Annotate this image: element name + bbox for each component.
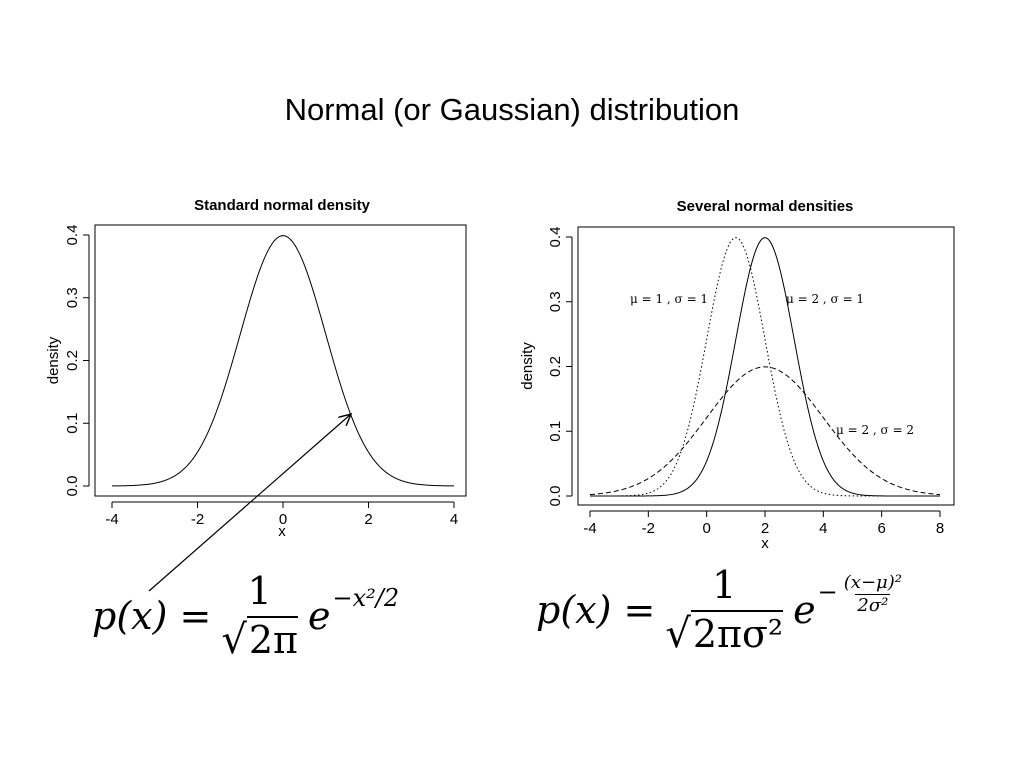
y-tick-label: 0.0 [547, 486, 564, 507]
formula-exp-numerator: (x−μ)² [843, 571, 902, 593]
formula-exponent: −x²/2 [332, 584, 400, 612]
formula-numerator: 1 [712, 563, 737, 607]
density-curve-series-2 [590, 237, 940, 497]
radical-sign: √ [665, 611, 691, 657]
x-tick-label: -2 [191, 511, 204, 528]
x-tick-label: 2 [761, 520, 769, 537]
y-tick-label: 0.0 [64, 476, 81, 497]
density-curve-series-3 [589, 366, 941, 496]
chart-title: Several normal densities [677, 198, 854, 215]
radical-sign: √ [221, 617, 247, 663]
x-tick-label: 6 [877, 520, 885, 537]
plot-frame [577, 226, 955, 506]
density-curve-series-1 [111, 235, 455, 487]
formula-lhs: p(x) = [536, 588, 656, 632]
x-tick-label: 0 [702, 520, 710, 537]
y-tick-label: 0.4 [64, 225, 81, 246]
formula-numerator: 1 [247, 569, 272, 613]
formula-base: e [793, 588, 816, 632]
series-label: μ = 2 , σ = 1 [786, 292, 864, 306]
annotation-arrow [148, 414, 351, 592]
chart-title: Standard normal density [194, 197, 371, 214]
y-tick-label: 0.3 [64, 287, 81, 308]
plot-frame [94, 224, 467, 497]
x-tick-label: 2 [364, 511, 372, 528]
formula-base: e [307, 594, 331, 638]
y-axis-label: density [519, 342, 536, 390]
formula-fraction: 1 √2π [215, 569, 304, 663]
y-tick-label: 0.3 [547, 291, 564, 312]
x-axis-label: x [278, 523, 286, 540]
formula-radicand: 2πσ² [690, 610, 784, 656]
x-tick-label: 4 [450, 511, 458, 528]
formula-radicand: 2π [246, 616, 298, 662]
x-tick-label: 4 [819, 520, 827, 537]
y-axis-label: density [45, 336, 62, 384]
series-label: μ = 2 , σ = 2 [836, 423, 914, 437]
y-tick-label: 0.2 [64, 350, 81, 371]
x-tick-label: -4 [105, 511, 118, 528]
formula-denominator: √2πσ² [659, 608, 789, 657]
formula-general-normal: p(x) = 1 √2πσ² e − (x−μ)² 2σ² [536, 563, 904, 657]
formula-denominator: √2π [215, 614, 304, 663]
formula-standard-normal: p(x) = 1 √2π e −x²/2 [92, 569, 400, 663]
x-tick-label: 0 [279, 511, 287, 528]
x-axis-label: x [761, 535, 769, 552]
slide-title: Normal (or Gaussian) distribution [284, 92, 740, 127]
x-tick-label: 8 [936, 520, 944, 537]
y-tick-label: 0.2 [547, 356, 564, 377]
formula-lhs: p(x) = [92, 594, 212, 638]
formula-exp-fraction: (x−μ)² 2σ² [842, 571, 904, 616]
y-tick-label: 0.1 [547, 421, 564, 442]
y-tick-label: 0.4 [547, 227, 564, 248]
x-tick-label: -4 [583, 520, 596, 537]
y-tick-label: 0.1 [64, 413, 81, 434]
formula-exp-sign: − [817, 578, 838, 606]
formula-exp-denominator: 2σ² [855, 593, 891, 616]
x-tick-label: -2 [642, 520, 655, 537]
formula-fraction: 1 √2πσ² [659, 563, 789, 657]
series-label: μ = 1 , σ = 1 [630, 292, 708, 306]
